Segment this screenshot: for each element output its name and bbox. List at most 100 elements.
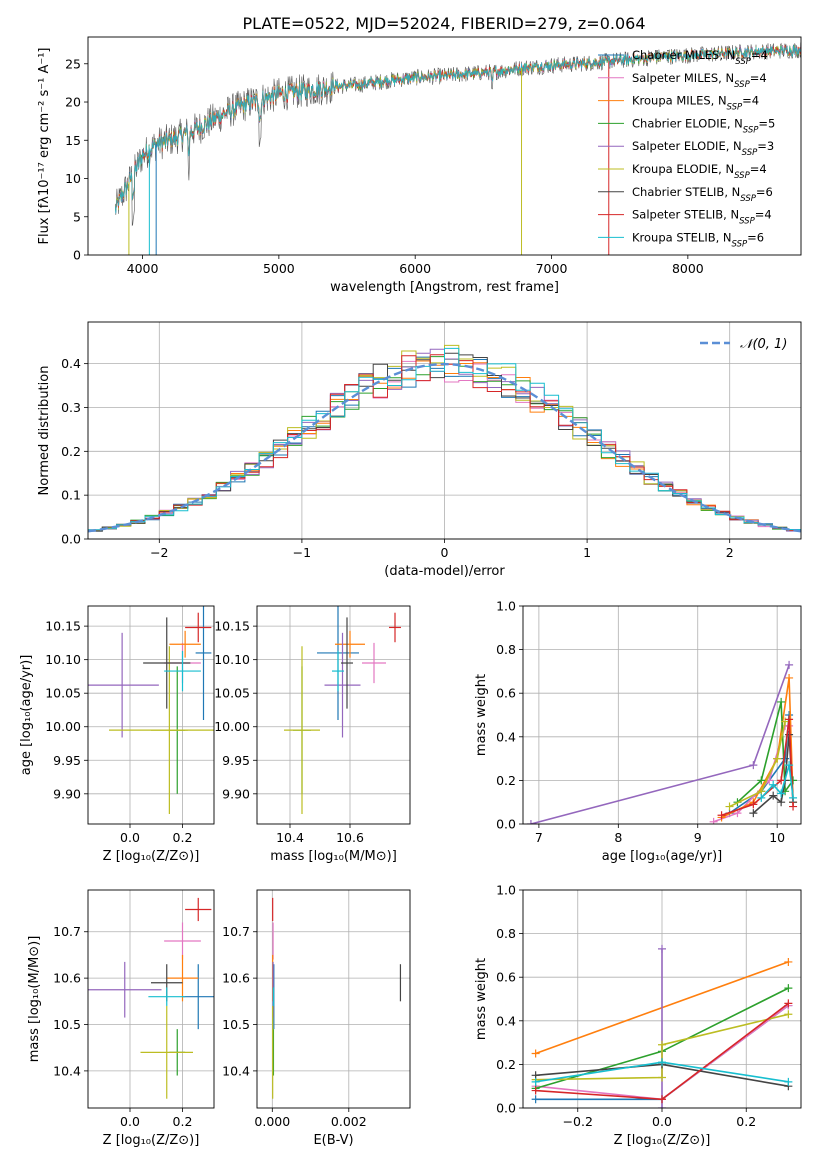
y-tick-label: 10.15: [214, 619, 250, 634]
plot-area-spectrum: [114, 42, 801, 255]
plot-area-residuals: [88, 344, 801, 533]
weight-marker-kroupa_stelib: [777, 789, 786, 798]
x-tick-label: 5000: [263, 261, 295, 276]
figure-title: PLATE=0522, MJD=52024, FIBERID=279, z=0.…: [242, 14, 645, 33]
weight-marker-kroupa_stelib: [757, 793, 766, 802]
weight-marker-chabrier_elodie: [777, 697, 786, 706]
weight-marker-salpeter_stelib: [749, 800, 758, 809]
axes-residuals: −2 −1 0 1 2 0.0 0.1 0.2 0.3 0.4 (data-model)/error…: [37, 321, 802, 579]
x-axis-label: E(B-V): [313, 1133, 353, 1148]
y-tick-label: 10.10: [45, 652, 81, 667]
y-tick-label: 0.2: [61, 444, 81, 459]
x-tick-label: 4000: [127, 261, 159, 276]
y-tick-label: 25: [65, 56, 81, 71]
y-tick-label: 0.6: [496, 970, 516, 985]
weight-marker-kroupa_elodie: [658, 1040, 666, 1049]
weight-marker-chabrier_elodie: [757, 776, 766, 785]
legend-label-kroupa_stelib: Kroupa STELIB, NSSP=6: [632, 230, 764, 249]
x-tick-label: 0.2: [173, 830, 193, 845]
weight-line-kroupa_elodie: [729, 721, 786, 808]
x-tick-label: 6000: [399, 261, 431, 276]
weight-marker-salpeter_stelib: [777, 776, 786, 785]
weight-marker-kroupa_stelib: [531, 1077, 540, 1086]
axes-age_vs_z: 0.0 0.2 9.90 9.95 10.00 10.05 10.10 10.15 Z [log…: [19, 605, 215, 864]
weight-marker-salpeter_stelib: [789, 802, 798, 811]
y-tick-label: 10.6: [53, 971, 81, 986]
x-tick-label: 0: [441, 545, 449, 560]
x-tick-label: 0.000: [254, 1114, 290, 1129]
y-tick-label: 10.6: [222, 971, 250, 986]
y-axis-label: Flux [fλ10⁻¹⁷ erg cm⁻² s⁻¹ A⁻¹]: [37, 48, 52, 245]
weight-marker-kroupa_elodie: [773, 754, 782, 763]
plot-area-weight_vs_z: [531, 944, 793, 1108]
weight-marker-salpeter_stelib: [717, 811, 726, 820]
weight-marker-chabrier_stelib: [749, 809, 758, 818]
x-tick-label: −2: [150, 545, 168, 560]
x-tick-label: 0.2: [736, 1114, 756, 1129]
legend-label-normal: 𝒩(0, 1): [740, 337, 787, 352]
legend-label-salpeter_miles: Salpeter MILES, NSSP=4: [632, 71, 767, 90]
y-axis-label: Normed distribution: [37, 366, 52, 496]
axes-age_vs_mass: 10.4 10.6 9.90 9.95 10.00 10.05 10.10 10.15 mass…: [214, 605, 411, 864]
y-axis-label: age [log₁₀(age/yr)]: [19, 655, 34, 776]
weight-marker-chabrier_stelib: [777, 798, 786, 807]
x-tick-label: 10.4: [276, 830, 304, 845]
y-tick-label: 0.2: [496, 1057, 516, 1072]
y-tick-label: 0.8: [496, 642, 516, 657]
y-tick-label: 0.3: [61, 400, 81, 415]
y-tick-label: 10.10: [214, 652, 250, 667]
x-tick-label: 8000: [672, 261, 704, 276]
weight-marker-salpeter_stelib: [785, 715, 794, 724]
y-tick-label: 0.4: [61, 356, 81, 371]
x-axis-label: wavelength [Angstrom, rest frame]: [330, 280, 559, 295]
y-axis-label: mass weight: [474, 958, 489, 1040]
axes-frame: [87, 321, 802, 540]
legend-spectrum: Chabrier MILES, NSSP=4 Salpeter MILES, NS…: [598, 48, 775, 249]
y-tick-label: 10.4: [53, 1063, 81, 1078]
plot-area-mass_vs_ebv: [272, 897, 402, 1099]
x-tick-label: 10.6: [336, 830, 364, 845]
legend-label-salpeter_elodie: Salpeter ELODIE, NSSP=3: [632, 139, 774, 158]
y-tick-label: 0.0: [496, 817, 516, 832]
y-tick-label: 20: [65, 95, 81, 110]
y-tick-label: 10.00: [45, 719, 81, 734]
weight-marker-salpeter_elodie: [526, 820, 535, 824]
weight-line-salpeter_miles: [713, 725, 790, 823]
axes-weight_vs_z: −0.2 0.0 0.2 0.0 0.2 0.4 0.6 0.8 1.0 Z [log₁₀(Z/Z…: [474, 883, 802, 1148]
y-tick-label: 10.7: [53, 924, 81, 939]
x-axis-label: mass [log₁₀(M/M⊙)]: [270, 849, 397, 864]
y-tick-label: 1.0: [496, 883, 516, 898]
axes-frame: [87, 605, 215, 825]
x-tick-label: 7: [535, 830, 543, 845]
axes-frame: [256, 889, 411, 1109]
weight-marker-salpeter_elodie: [749, 761, 758, 770]
axes-spectrum: 4000 5000 6000 7000 8000 0 5 10 15 20 25 wavelength…: [37, 36, 802, 295]
y-tick-label: 10: [65, 171, 81, 186]
weight-marker-salpeter_miles: [709, 817, 718, 824]
y-tick-label: 0.4: [496, 1013, 516, 1028]
y-tick-label: 0: [73, 248, 81, 263]
y-tick-label: 9.90: [222, 786, 250, 801]
weight-marker-kroupa_miles: [785, 673, 794, 682]
y-tick-label: 0.6: [496, 686, 516, 701]
legend-label-kroupa_miles: Kroupa MILES, NSSP=4: [632, 94, 759, 113]
x-tick-label: 0.0: [120, 1114, 140, 1129]
y-tick-label: 10.00: [214, 719, 250, 734]
x-axis-label: Z [log₁₀(Z/Z⊙)]: [103, 1133, 200, 1148]
weight-marker-salpeter_elodie: [785, 660, 794, 669]
weight-marker-salpeter_stelib: [531, 1086, 540, 1095]
y-axis-label: mass [log₁₀(M/M⊙)]: [27, 936, 42, 1063]
y-tick-label: 5: [73, 209, 81, 224]
x-tick-label: 9: [694, 830, 702, 845]
legend-label-chabrier_elodie: Chabrier ELODIE, NSSP=5: [632, 116, 775, 135]
y-tick-label: 10.5: [222, 1017, 250, 1032]
weight-marker-kroupa_stelib: [784, 1077, 793, 1086]
y-tick-label: 10.05: [214, 686, 250, 701]
x-tick-label: 0.2: [173, 1114, 193, 1129]
axes-frame: [522, 605, 802, 825]
plot-area-age_vs_z: [88, 606, 214, 814]
legend-residuals: 𝒩(0, 1): [700, 337, 787, 352]
weight-marker-kroupa_stelib: [769, 780, 778, 789]
y-axis-label: mass weight: [474, 674, 489, 756]
